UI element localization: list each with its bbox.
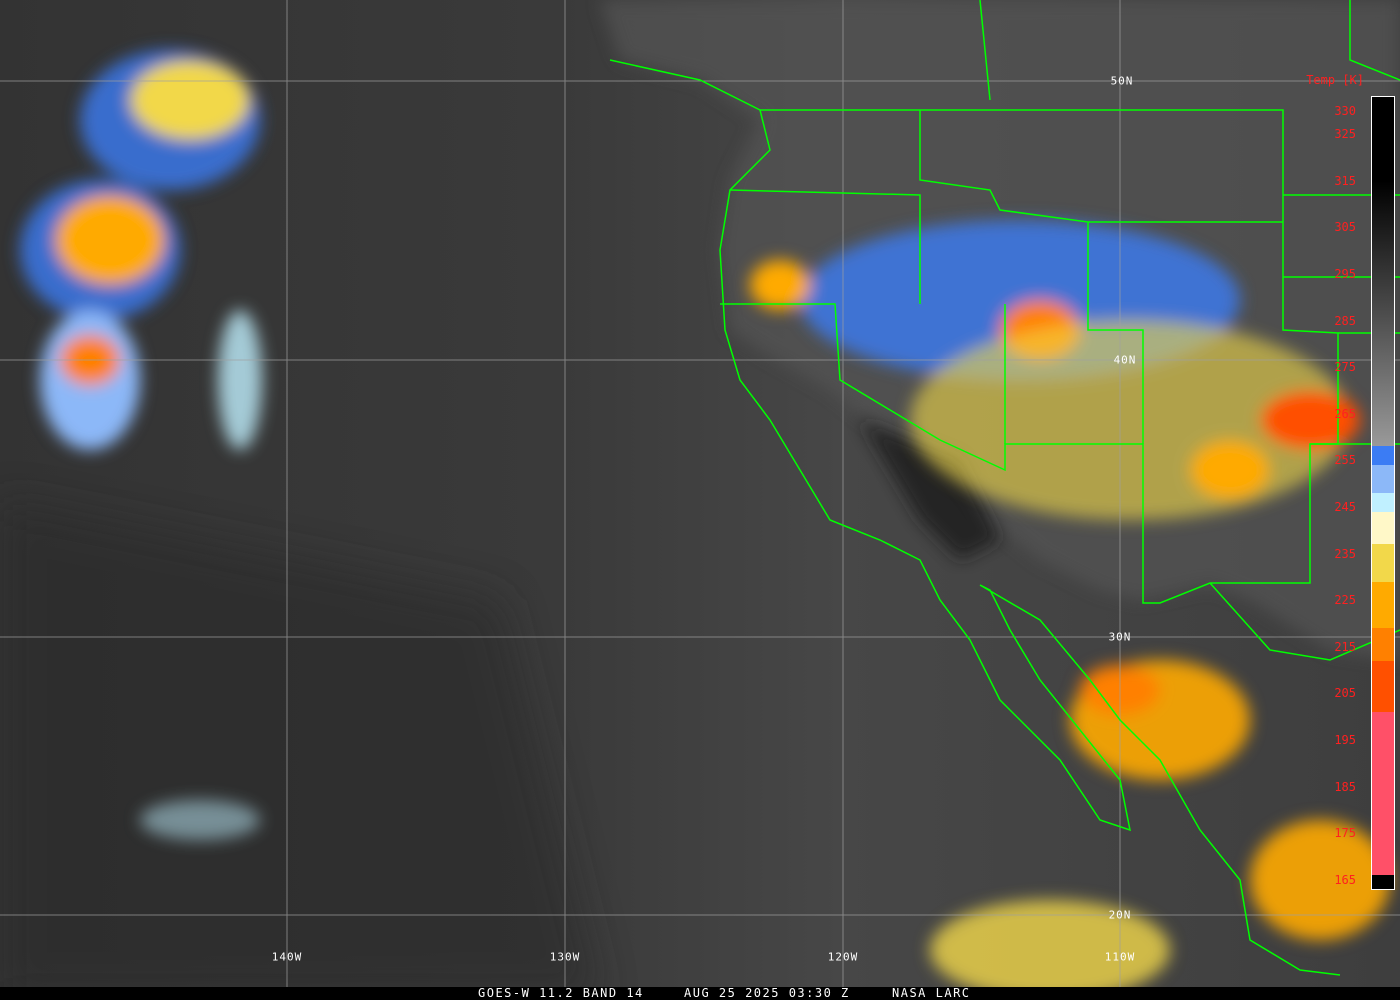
lat-label-30n: 30N: [1108, 630, 1132, 644]
lat-label-20n: 20N: [1108, 908, 1132, 922]
colorbar-segment: [1372, 628, 1394, 661]
colorbar-segment: [1372, 180, 1394, 447]
lon-label-130w: 130W: [549, 950, 581, 964]
temperature-colorbar: [1371, 96, 1395, 890]
colorbar-segment: [1372, 875, 1394, 889]
colorbar-tick-label: 295: [1334, 267, 1356, 282]
colorbar-tick-label: 245: [1334, 499, 1356, 514]
colorbar-segment: [1372, 711, 1394, 875]
colorbar-tick-label: 215: [1334, 639, 1356, 654]
colorbar-segment: [1372, 465, 1394, 493]
caption-datetime: AUG 25 2025 03:30 Z: [684, 986, 850, 1000]
colorbar-segment: [1372, 493, 1394, 512]
colorbar-tick-label: 265: [1334, 406, 1356, 421]
lat-label-50n: 50N: [1110, 74, 1134, 88]
colorbar-tick-label: 285: [1334, 313, 1356, 328]
colorbar-tick-label: 275: [1334, 360, 1356, 375]
colorbar-tick-label: 325: [1334, 127, 1356, 142]
colorbar-tick-label: 235: [1334, 546, 1356, 561]
lon-label-120w: 120W: [827, 950, 859, 964]
caption-satellite: GOES-W 11.2 BAND 14: [478, 986, 644, 1000]
colorbar-segment: [1372, 511, 1394, 545]
image-caption: GOES-W 11.2 BAND 14 AUG 25 2025 03:30 Z …: [0, 987, 1400, 1000]
colorbar-tick-label: 305: [1334, 220, 1356, 235]
colorbar-tick-label: 175: [1334, 826, 1356, 841]
colorbar-segment: [1372, 660, 1394, 712]
colorbar-tick-label: 185: [1334, 779, 1356, 794]
political-borders: [609, 0, 1400, 976]
caption-source: NASA LARC: [892, 986, 971, 1000]
colorbar-tick-label: 165: [1334, 872, 1356, 887]
colorbar-tick-label: 330: [1334, 103, 1356, 118]
colorbar-segment: [1372, 581, 1394, 629]
colorbar-tick-label: 315: [1334, 173, 1356, 188]
colorbar-segment: [1372, 97, 1394, 181]
colorbar-tick-label: 205: [1334, 686, 1356, 701]
colorbar-segment: [1372, 446, 1394, 466]
colorbar-segment: [1372, 544, 1394, 582]
lon-label-110w: 110W: [1104, 950, 1136, 964]
colorbar-tick-label: 225: [1334, 593, 1356, 608]
cloud-tops: [20, 50, 1390, 1000]
colorbar-tick-label: 255: [1334, 453, 1356, 468]
colorbar-tick-label: 195: [1334, 732, 1356, 747]
colorbar-title: Temp [K]: [1306, 73, 1364, 87]
lat-label-40n: 40N: [1113, 353, 1137, 367]
lon-label-140w: 140W: [271, 950, 303, 964]
